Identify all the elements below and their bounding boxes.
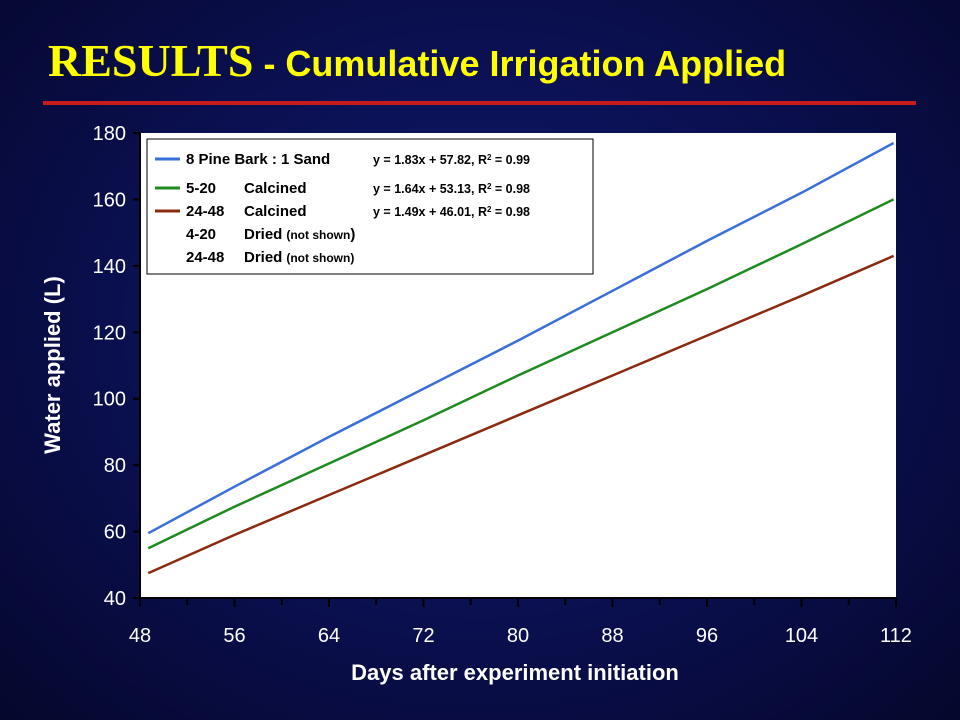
title-main: RESULTS — [48, 35, 254, 86]
y-ticks: 40 60 80 100 120 140 160 180 — [93, 123, 140, 610]
x-tick-label: 112 — [880, 625, 912, 647]
x-tick-label: 96 — [696, 625, 718, 647]
y-tick-label: 100 — [93, 389, 126, 411]
legend: 8 Pine Bark : 1 Sand y = 1.83x + 57.82, … — [146, 138, 594, 275]
legend-label-4-20-dried: Dried (not shown) — [244, 226, 355, 243]
y-tick-label: 140 — [93, 256, 126, 278]
x-tick-label: 56 — [223, 625, 245, 647]
series-line-0 — [147, 141, 895, 535]
slide-title: RESULTS - Cumulative Irrigation Applied — [48, 34, 786, 87]
legend-label-24-48: 24-48 — [186, 203, 224, 220]
y-tick-label: 180 — [93, 123, 126, 145]
x-tick-label: 48 — [129, 625, 151, 647]
series-lines — [147, 141, 895, 575]
legend-label-24-48-dried: Dried (not shown) — [244, 249, 354, 266]
y-tick-label: 40 — [104, 588, 126, 610]
legend-equation-24-48-calcined: y = 1.49x + 46.01, R2 = 0.98 — [373, 205, 530, 220]
x-tick-label: 64 — [318, 625, 340, 647]
x-axis-label: Days after experiment initiation — [351, 660, 679, 685]
legend-equation-5-20-calcined: y = 1.64x + 53.13, R2 = 0.98 — [373, 182, 530, 197]
y-tick-label: 120 — [93, 322, 126, 344]
series-line-2 — [147, 254, 895, 575]
series-line-1 — [147, 198, 895, 550]
legend-label-4-20: 4-20 — [186, 226, 216, 243]
legend-label-pine-bark: 8 Pine Bark : 1 Sand — [186, 151, 330, 168]
y-tick-label: 60 — [104, 522, 126, 544]
legend-equation-pine-bark: y = 1.83x + 57.82, R2 = 0.99 — [373, 153, 530, 168]
y-tick-label: 160 — [93, 189, 126, 211]
legend-label-24-48-calcined: Calcined — [244, 203, 307, 220]
title-sub: - Cumulative Irrigation Applied — [253, 43, 787, 84]
legend-box — [146, 138, 594, 275]
x-tick-label: 72 — [412, 625, 434, 647]
legend-label-5-20: 5-20 — [186, 180, 216, 197]
y-tick-label: 80 — [104, 455, 126, 477]
title-divider — [43, 101, 916, 105]
legend-label-5-20-calcined: Calcined — [244, 180, 307, 197]
x-tick-label: 80 — [507, 625, 529, 647]
x-tick-label: 104 — [785, 625, 818, 647]
legend-label-24-48-b: 24-48 — [186, 249, 224, 266]
x-tick-label: 88 — [601, 625, 623, 647]
x-ticks: 48 56 64 72 80 88 96 104 112 — [129, 598, 912, 647]
y-axis-label: Water applied (L) — [40, 276, 65, 454]
